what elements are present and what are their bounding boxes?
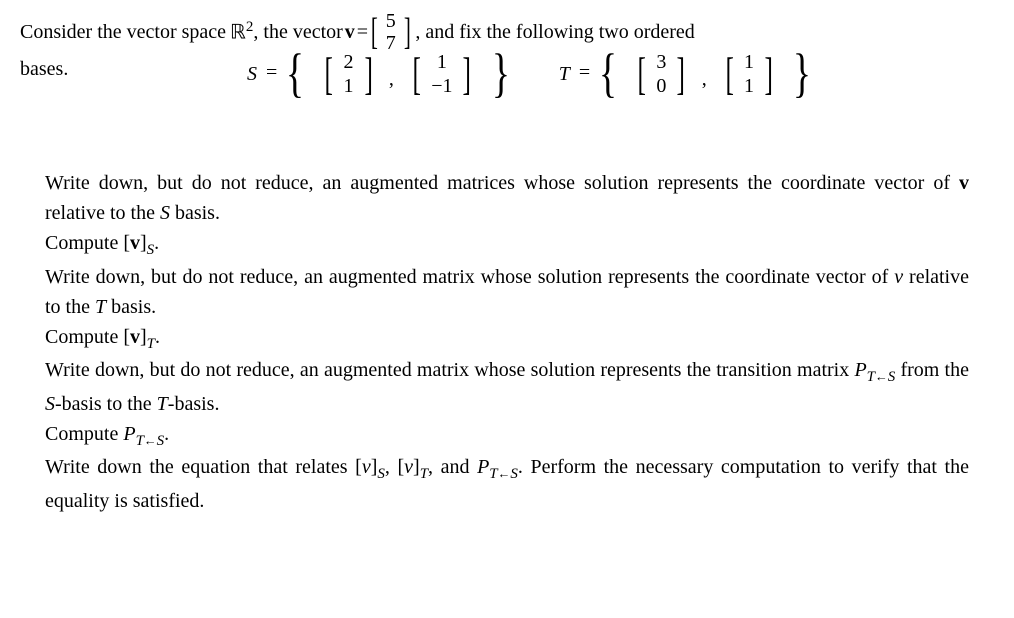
right-brace-icon: } [492,51,510,97]
task1-text-c: basis. [170,202,220,224]
intro-text-3: , and fix the following two ordered [415,17,694,47]
right-bracket-icon: ] [463,53,471,94]
sub-ts: T←S [867,369,896,385]
s-v1-1: 1 [342,74,356,98]
sub-ts: T←S [136,433,165,449]
sub-t: T [147,336,155,352]
equals: = [357,17,368,47]
task6-b: . [164,423,169,445]
v-it: v [404,456,413,478]
p-italic: P [477,456,489,478]
task7-d: ] [413,456,420,478]
v-it: v [362,456,371,478]
task2-b: ] [140,232,147,254]
left-bracket-icon: [ [638,53,646,94]
v-bold: v [959,172,969,194]
vector-v-label: v [345,17,355,47]
task-7: Write down the equation that relates [v]… [45,452,969,516]
vector-space-symbol: ℝ2 [230,16,253,48]
s-v2-0: 1 [429,50,454,74]
task5-d: -basis. [168,393,220,415]
basis-definitions: S = { [ 2 1 ] , [ 1 −1 [68,46,994,102]
right-brace-icon: } [793,51,811,97]
task7-e: , and [428,456,477,478]
task3-text: Write down, but do not reduce, an augmen… [45,266,894,288]
v-entry-0: 5 [386,10,396,32]
t-basis: T [157,393,168,415]
t-vec1: [ 3 0 ] [626,46,697,102]
left-brace-icon: { [599,51,617,97]
task1-text-b: relative to the [45,202,160,224]
right-bracket-icon: ] [677,53,685,94]
task-1: Write down, but do not reduce, an augmen… [45,168,969,228]
p-italic: P [123,423,135,445]
v-bold: v [130,232,140,254]
s-label: S [247,59,257,89]
task5-text: Write down, but do not reduce, an augmen… [45,359,854,381]
task-4: Compute [v]T. [45,322,969,356]
sup-2: 2 [246,19,254,35]
task2-c: . [154,232,159,254]
basis-t-block: T = { [ 3 0 ] , [ 1 1 [559,46,816,102]
right-bracket-icon: ] [364,53,372,94]
left-bracket-icon: [ [325,53,333,94]
task3-c: basis. [106,296,156,318]
task-5: Write down, but do not reduce, an augmen… [45,355,969,419]
left-brace-icon: { [286,51,304,97]
s-italic: S [160,202,170,224]
t-v1-1: 0 [654,74,668,98]
p-italic: P [854,359,866,381]
t-v2-1: 1 [742,74,756,98]
task-list: Write down, but do not reduce, an augmen… [20,133,994,516]
task7-a: Write down the equation that relates [ [45,456,362,478]
t-v2-0: 1 [742,50,756,74]
task5-b: from the [895,359,969,381]
task4-b: ] [140,326,147,348]
s-basis: S [45,393,55,415]
v-bold: v [130,326,140,348]
intro-text-1: Consider the vector space [20,17,226,47]
s-v2-1: −1 [429,74,454,98]
task4-c: . [155,326,160,348]
problem-intro: Consider the vector space ℝ2 , the vecto… [20,10,994,127]
task2-a: Compute [ [45,232,130,254]
intro-text-4: bases. [20,54,68,84]
comma: , [702,64,707,94]
sub-s: S [377,466,385,482]
right-bracket-icon: ] [404,15,411,49]
t-label: T [559,59,570,89]
right-bracket-icon: ] [764,53,772,94]
sub-t: T [420,466,428,482]
task1-text: Write down, but do not reduce, an augmen… [45,172,959,194]
comma: , [389,64,394,94]
s-vec2: [ 1 −1 ] [401,46,483,102]
v-italic: v [894,266,903,288]
task-6: Compute PT←S. [45,419,969,453]
s-vec1: [ 2 1 ] [313,46,384,102]
task5-c: -basis to the [55,393,157,415]
left-bracket-icon: [ [725,53,733,94]
s-v1-0: 2 [342,50,356,74]
t-italic: T [95,296,106,318]
basis-s-block: S = { [ 2 1 ] , [ 1 −1 [247,46,514,102]
sub-ts: T←S [489,466,518,482]
task4-a: Compute [ [45,326,130,348]
task7-c: , [ [385,456,404,478]
left-bracket-icon: [ [412,53,420,94]
equals-t: = [579,62,595,84]
task-3: Write down, but do not reduce, an augmen… [45,262,969,322]
blackboard-r: ℝ [230,22,246,44]
t-v1-0: 3 [654,50,668,74]
task-2: Compute [v]S. [45,228,969,262]
task6-a: Compute [45,423,123,445]
t-vec2: [ 1 1 ] [714,46,785,102]
left-bracket-icon: [ [371,15,378,49]
equals-s: = [266,62,282,84]
